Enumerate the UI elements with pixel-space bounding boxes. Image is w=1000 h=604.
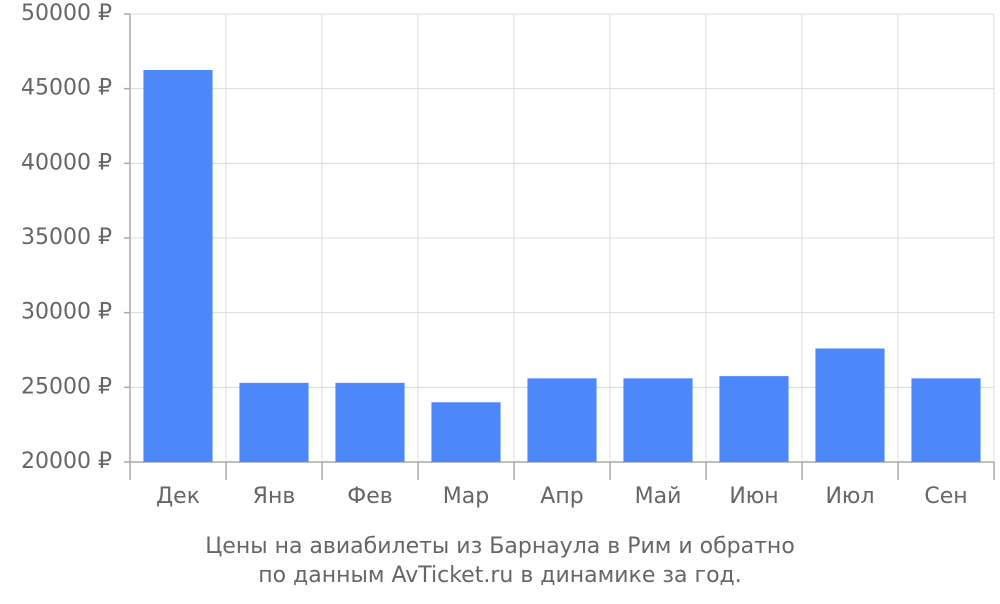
bar	[239, 382, 309, 462]
y-tick-label: 35000 ₽	[21, 225, 112, 250]
y-tick-label: 45000 ₽	[21, 76, 112, 101]
bar	[527, 378, 597, 462]
y-tick-label: 40000 ₽	[21, 150, 112, 175]
bar	[623, 378, 693, 462]
y-tick-label: 25000 ₽	[21, 374, 112, 399]
bar	[911, 378, 981, 462]
y-tick-label: 50000 ₽	[21, 1, 112, 26]
x-tick-label: Апр	[540, 484, 583, 509]
bar	[143, 70, 213, 462]
y-tick-label: 20000 ₽	[21, 449, 112, 474]
bar	[335, 382, 405, 462]
x-tick-label: Мар	[443, 484, 489, 509]
x-tick-label: Июн	[729, 484, 778, 509]
x-tick-label: Дек	[156, 484, 200, 509]
x-tick-label: Фев	[347, 484, 392, 509]
x-tick-label: Сен	[924, 484, 967, 509]
chart-title: Цены на авиабилеты из Барнаула в Рим и о…	[205, 534, 795, 559]
x-tick-label: Июл	[825, 484, 874, 509]
bar	[719, 376, 789, 462]
bar	[815, 348, 885, 462]
x-tick-label: Янв	[253, 484, 296, 509]
bar	[431, 402, 501, 462]
y-tick-label: 30000 ₽	[21, 300, 112, 325]
chart-title: по данным AvTicket.ru в динамике за год.	[258, 563, 742, 588]
x-tick-label: Май	[635, 484, 682, 509]
